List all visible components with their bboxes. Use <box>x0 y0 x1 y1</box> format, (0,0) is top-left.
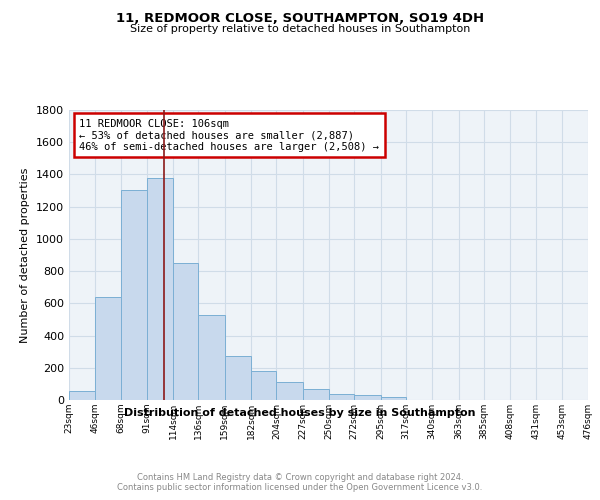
Text: Size of property relative to detached houses in Southampton: Size of property relative to detached ho… <box>130 24 470 34</box>
Text: Contains public sector information licensed under the Open Government Licence v3: Contains public sector information licen… <box>118 484 482 492</box>
Y-axis label: Number of detached properties: Number of detached properties <box>20 168 31 342</box>
Bar <box>251 371 277 400</box>
Bar <box>380 397 406 400</box>
Bar <box>225 356 251 400</box>
Text: Contains HM Land Registry data © Crown copyright and database right 2024.: Contains HM Land Registry data © Crown c… <box>137 472 463 482</box>
Text: Distribution of detached houses by size in Southampton: Distribution of detached houses by size … <box>124 408 476 418</box>
Bar <box>69 391 95 400</box>
Bar <box>329 394 354 400</box>
Bar <box>121 190 147 400</box>
Bar <box>303 388 329 400</box>
Text: 11 REDMOOR CLOSE: 106sqm
← 53% of detached houses are smaller (2,887)
46% of sem: 11 REDMOOR CLOSE: 106sqm ← 53% of detach… <box>79 118 379 152</box>
Bar <box>277 382 303 400</box>
Bar <box>354 396 380 400</box>
Bar <box>173 263 199 400</box>
Bar <box>95 297 121 400</box>
Bar <box>199 314 225 400</box>
Text: 11, REDMOOR CLOSE, SOUTHAMPTON, SO19 4DH: 11, REDMOOR CLOSE, SOUTHAMPTON, SO19 4DH <box>116 12 484 26</box>
Bar <box>147 178 173 400</box>
